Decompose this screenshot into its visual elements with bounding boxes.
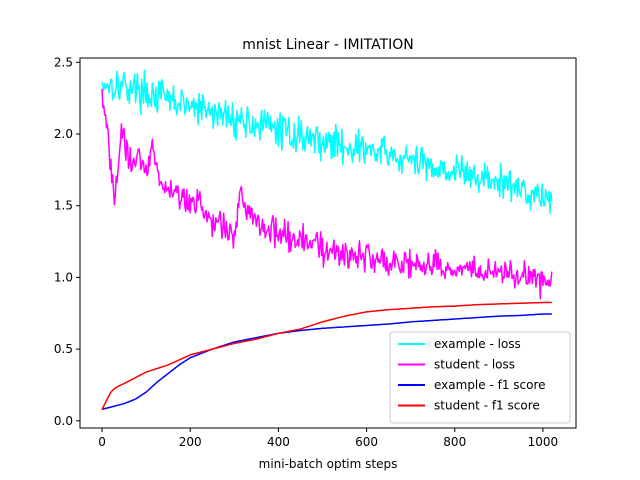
- series-lines: [101, 69, 553, 411]
- legend-label: example - f1 score: [434, 378, 546, 392]
- chart-title: mnist Linear - IMITATION: [242, 37, 414, 53]
- y-tick-label: 0.0: [54, 414, 73, 428]
- y-tick-label: 1.5: [54, 199, 73, 213]
- x-tick-label: 200: [179, 435, 202, 449]
- x-tick-label: 400: [267, 435, 290, 449]
- series-line-3: [101, 313, 552, 411]
- legend-box: [389, 331, 571, 424]
- x-tick-label: 1000: [528, 435, 559, 449]
- series-line-1: [101, 69, 553, 215]
- series-line-2: [101, 88, 553, 300]
- legend-label: student - loss: [434, 358, 515, 372]
- x-tick-label: 0: [98, 435, 106, 449]
- x-tick-label: 800: [443, 435, 466, 449]
- y-tick-label: 2.5: [54, 55, 73, 69]
- legend-label: example - loss: [434, 337, 521, 351]
- x-tick-label: 600: [355, 435, 378, 449]
- x-axis-ticks: 0 200 400 600 800 1000: [98, 428, 558, 449]
- legend: example - loss student - loss example - f1…: [389, 331, 571, 424]
- y-tick-label: 1.0: [54, 270, 73, 284]
- series-line-4: [101, 301, 552, 410]
- legend-label: student - f1 score: [434, 399, 540, 413]
- y-axis-ticks: 0.0 0.5 1.0 1.5 2.0 2.5: [54, 55, 80, 428]
- y-tick-label: 0.5: [54, 342, 73, 356]
- x-axis-label: mini-batch optim steps: [259, 457, 398, 471]
- y-tick-label: 2.0: [54, 127, 73, 141]
